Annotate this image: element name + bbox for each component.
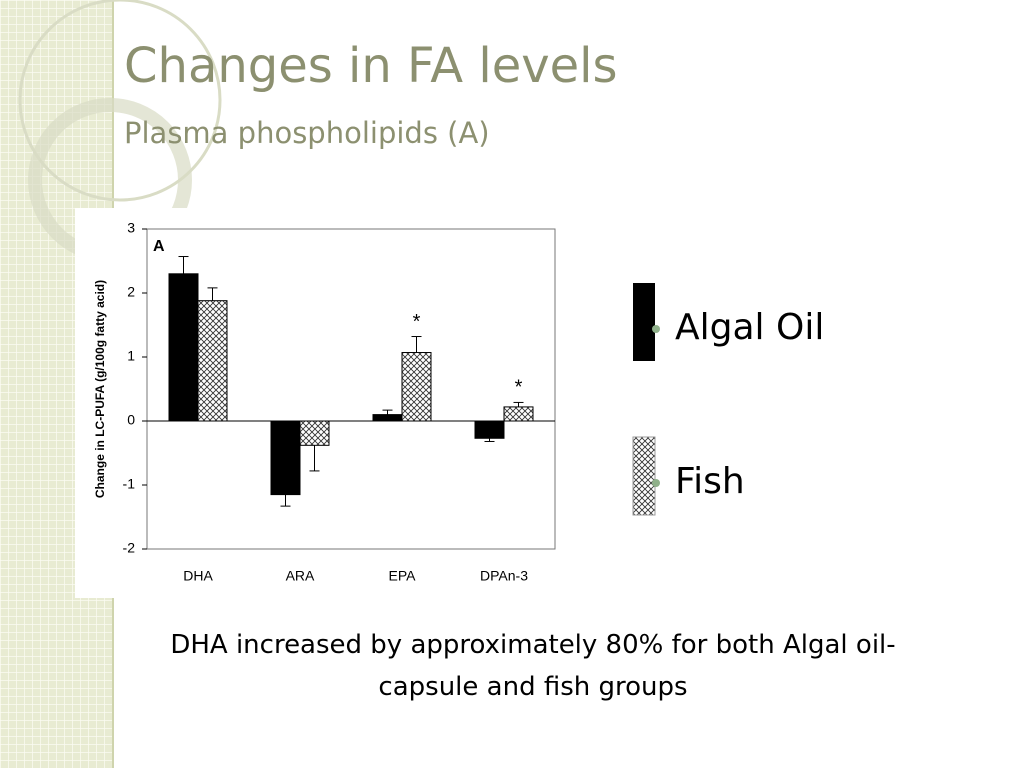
bar — [372, 414, 403, 422]
slide-title: Changes in FA levels — [124, 38, 618, 94]
x-tick-label: ARA — [286, 568, 315, 584]
error-bar — [178, 256, 189, 274]
decor-circle — [18, 0, 222, 202]
y-axis-label: Change in LC-PUFA (g/100g fatty acid) — [93, 280, 107, 498]
bar — [197, 300, 228, 422]
bar — [503, 406, 534, 422]
x-tick-label: EPA — [389, 568, 417, 584]
y-tick-label: 1 — [127, 348, 135, 364]
legend-bullet — [652, 325, 660, 333]
significance-mark: * — [515, 377, 523, 399]
y-tick-label: 3 — [127, 220, 135, 236]
error-bar — [484, 438, 495, 442]
legend: Algal Oil Fish — [632, 283, 824, 516]
error-bar — [207, 287, 218, 301]
error-bar — [382, 409, 393, 415]
error-bar — [411, 336, 422, 353]
y-tick-label: -2 — [123, 540, 136, 556]
panel-label: A — [153, 238, 165, 255]
error-bar — [309, 445, 320, 472]
legend-bullet — [652, 479, 660, 487]
bar — [168, 273, 199, 422]
legend-swatch — [633, 283, 655, 361]
caption: DHA increased by approximately 80% for b… — [170, 630, 896, 702]
bar — [474, 420, 505, 439]
bar — [270, 420, 301, 496]
legend-swatch — [632, 436, 656, 516]
error-bar — [280, 494, 291, 507]
bar — [401, 352, 432, 422]
legend-label: Algal Oil — [675, 307, 824, 348]
x-tick-label: DHA — [183, 568, 213, 584]
bar — [299, 420, 330, 446]
legend-label: Fish — [675, 461, 745, 502]
chart-panel — [75, 208, 565, 598]
error-bar — [513, 401, 524, 407]
slide-subtitle: Plasma phospholipids (A) — [124, 116, 490, 150]
x-tick-label: DPAn-3 — [480, 568, 528, 584]
significance-mark: * — [413, 311, 421, 333]
chart: -2 -1 0 1 2 3 A Change in LC-PUFA (g/100g fatty… — [93, 220, 556, 584]
plot-frame — [146, 228, 556, 550]
y-tick-label: 2 — [127, 284, 135, 300]
y-tick-label: 0 — [127, 412, 135, 428]
y-tick-label: -1 — [123, 476, 136, 492]
